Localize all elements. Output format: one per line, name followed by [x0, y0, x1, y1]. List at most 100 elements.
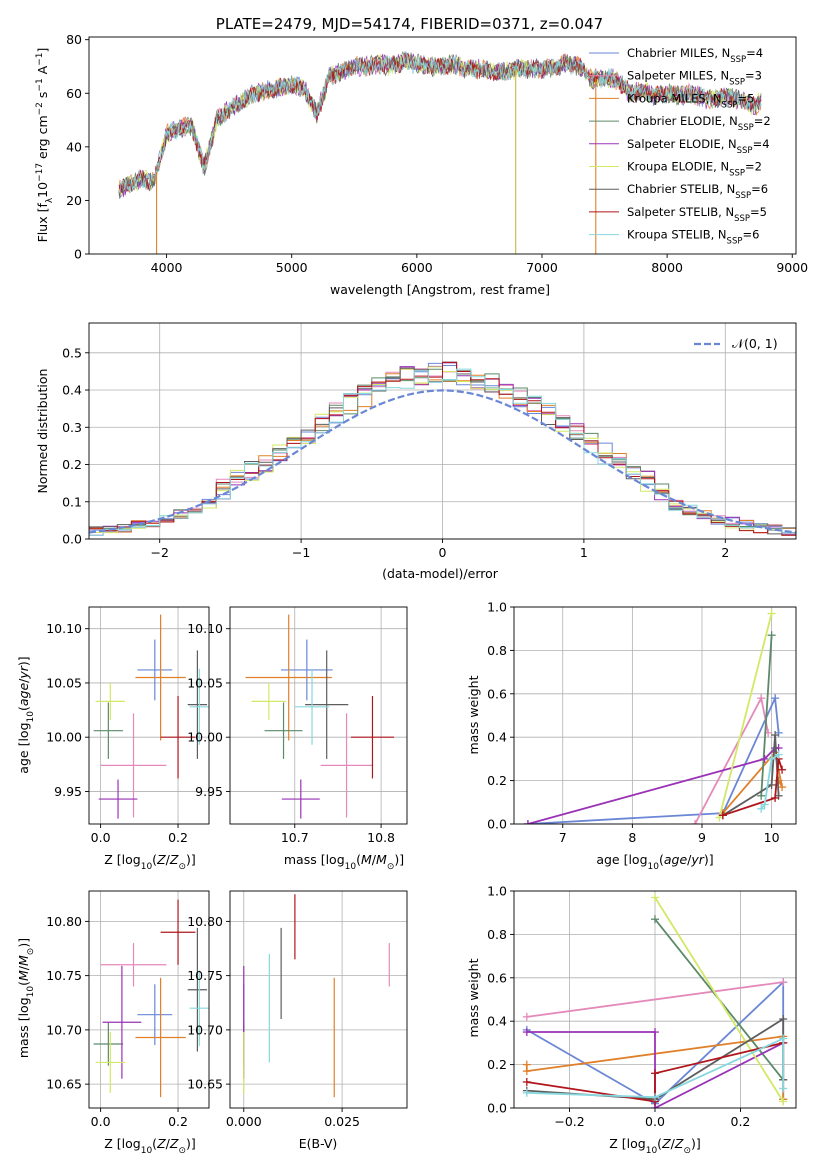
weight-series-line [654, 897, 784, 1102]
x-tick-label: 8000 [651, 260, 683, 275]
y-tick-label: 0.4 [487, 730, 507, 745]
x-tick-label: 7 [559, 830, 567, 845]
age-vs-metallicity-panel: 0.0 0.2 9.95 10.00 10.05 10.10 Z [log10(Z/Z⊙)]… [16, 606, 210, 872]
axes-frame [88, 606, 210, 825]
error-bars [243, 894, 390, 1098]
x-tick-label: 9000 [776, 260, 808, 275]
y-tick-label: 10.65 [46, 1077, 82, 1092]
y-tick-label: 10.10 [46, 621, 82, 636]
x-tick-label: −1 [292, 545, 310, 560]
legend-label: Salpeter STELIB, NSSP=5 [627, 205, 767, 224]
x-axis-label: Z [log10(Z/Z⊙)] [609, 1136, 701, 1156]
x-axis-label: wavelength [Angstrom, rest frame] [330, 282, 550, 297]
y-tick-label: 10.80 [46, 914, 82, 929]
y-tick-label: 0.1 [62, 494, 82, 509]
y-tick-label: 80 [66, 32, 82, 47]
weight-series-line [527, 694, 780, 824]
weight-series-line [718, 613, 773, 818]
axes-frame [229, 890, 408, 1109]
x-tick-label: 0 [439, 545, 447, 560]
x-axis-label: Z [log10(Z/Z⊙)] [104, 1136, 196, 1156]
y-tick-label: 60 [66, 86, 82, 101]
y-tick-label: 0.8 [487, 643, 507, 658]
y-tick-label: 20 [66, 193, 82, 208]
weight-series-line [526, 1042, 784, 1103]
y-tick-label: 10.05 [46, 675, 82, 690]
y-tick-label: 10.70 [46, 1022, 82, 1037]
x-tick-label: 8 [628, 830, 636, 845]
y-tick-label: 0.6 [487, 970, 507, 985]
spectrum-lines [118, 50, 762, 254]
y-tick-label: 0.4 [487, 1014, 507, 1029]
mass-vs-metallicity-panel: 0.0 0.2 10.65 10.70 10.75 10.80 Z [log10(Z/Z⊙)… [16, 890, 210, 1156]
weight-series-line [722, 758, 783, 817]
figure-title: PLATE=2479, MJD=54174, FIBERID=0371, z=0… [216, 15, 603, 33]
y-tick-label: 10.05 [187, 675, 223, 690]
y-tick-label: 0.5 [62, 345, 82, 360]
x-tick-label: 0.0 [645, 1114, 665, 1129]
y-tick-label: 10.00 [46, 730, 82, 745]
legend-label: Chabrier MILES, NSSP=4 [627, 46, 763, 65]
error-bars [93, 614, 209, 819]
weight-vs-age-panel: 7 8 9 10 0.0 0.2 0.4 0.6 0.8 1.0 age [log10(age/yr… [466, 600, 797, 872]
x-tick-label: 0.0 [91, 830, 111, 845]
y-tick-label: 0.2 [62, 457, 82, 472]
y-tick-label: 10.10 [187, 621, 223, 636]
age-vs-mass-panel: 10.7 10.8 9.95 10.00 10.05 10.10 mass [log10(M… [187, 606, 408, 872]
y-tick-label: 10.75 [187, 968, 223, 983]
y-tick-label: 0.0 [62, 532, 82, 547]
legend-label: Kroupa STELIB, NSSP=6 [627, 228, 759, 247]
x-tick-label: 2 [721, 545, 729, 560]
error-bars [93, 899, 209, 1098]
weight-lines [523, 609, 787, 824]
normal-curve [89, 389, 796, 534]
weight-series-line [527, 747, 779, 824]
residual-panel: −2 −1 0 1 2 0.0 0.1 0.2 0.3 0.4 0.5 (data-model)/er… [35, 322, 797, 581]
x-tick-label: 0.025 [324, 1114, 360, 1129]
x-tick-label: −0.2 [554, 1114, 584, 1129]
y-axis-label: mass weight [466, 675, 481, 754]
axes-frame [88, 36, 797, 255]
x-axis-label: (data-model)/error [382, 566, 499, 581]
y-tick-label: 10.75 [46, 968, 82, 983]
y-axis-label: age [log10(age/yr)] [16, 656, 36, 773]
y-tick-label: 40 [66, 139, 82, 154]
y-axis-label: Normed distribution [35, 369, 50, 494]
spectrum-panel: PLATE=2479, MJD=54174, FIBERID=0371, z=0… [35, 15, 808, 297]
weight-series-line [722, 734, 780, 817]
x-tick-label: 9 [698, 830, 706, 845]
y-tick-label: 0 [74, 247, 82, 262]
axes-frame [88, 890, 210, 1109]
y-axis-label: Flux [fλ10−17 erg cm−2 s−1 A−1] [35, 48, 55, 243]
y-tick-label: 0.3 [62, 420, 82, 435]
y-axis-label: mass [log10(M/M⊙)] [16, 938, 36, 1058]
y-tick-label: 0.2 [487, 1057, 507, 1072]
x-tick-label: −2 [150, 545, 168, 560]
y-tick-label: 1.0 [487, 600, 507, 615]
x-tick-label: 10.8 [367, 830, 395, 845]
y-tick-label: 10.80 [187, 914, 223, 929]
x-tick-label: 5000 [276, 260, 308, 275]
x-tick-label: 1 [580, 545, 588, 560]
y-tick-label: 10.65 [187, 1077, 223, 1092]
y-tick-label: 0.8 [487, 927, 507, 942]
x-tick-label: 7000 [526, 260, 558, 275]
x-tick-label: 0.2 [731, 1114, 751, 1129]
x-axis-label: E(B-V) [299, 1136, 338, 1151]
x-tick-label: 6000 [401, 260, 433, 275]
y-tick-label: 0.6 [487, 686, 507, 701]
weight-lines [522, 893, 788, 1108]
y-tick-label: 0.0 [487, 817, 507, 832]
x-tick-label: 0.0 [91, 1114, 111, 1129]
x-axis-label: mass [log10(M/M⊙)] [284, 852, 404, 872]
legend-label: Chabrier STELIB, NSSP=6 [627, 182, 768, 201]
histograms [89, 361, 796, 536]
legend-label: Chabrier ELODIE, NSSP=2 [627, 114, 771, 133]
weight-series-line [760, 635, 773, 796]
weight-series-line [526, 1037, 785, 1099]
x-tick-label: 10.7 [281, 830, 309, 845]
weight-series-line [526, 981, 784, 1018]
x-axis-label: age [log10(age/yr)] [596, 852, 713, 872]
weight-series-line [760, 753, 780, 810]
